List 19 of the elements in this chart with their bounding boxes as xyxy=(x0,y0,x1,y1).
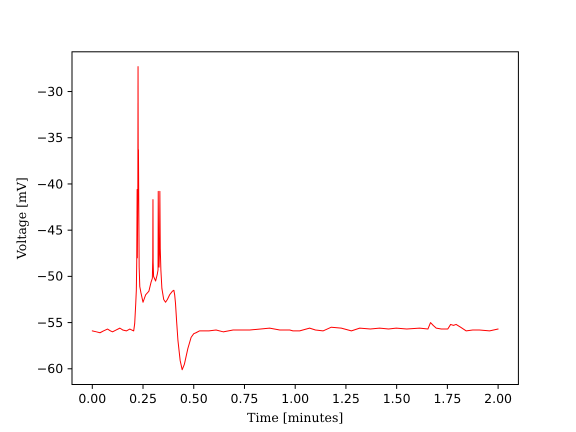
y-tick-label: −35 xyxy=(36,130,64,146)
line-series xyxy=(92,66,499,370)
y-tick-label: −55 xyxy=(36,314,64,330)
x-axis-title: Time [minutes] xyxy=(247,410,344,425)
y-tick-label: −30 xyxy=(36,84,64,99)
x-tick-label: 0.00 xyxy=(78,390,106,406)
x-tick-label: 1.50 xyxy=(382,390,411,406)
x-tick-label: 1.75 xyxy=(433,390,462,406)
y-tick-label: −50 xyxy=(36,268,64,284)
y-tick-label: −60 xyxy=(36,361,64,376)
x-tick-label: 0.50 xyxy=(180,390,208,406)
y-tick-label: −45 xyxy=(36,222,64,238)
x-tick-label: 1.00 xyxy=(281,390,310,406)
x-tick-label: 0.25 xyxy=(129,390,157,406)
x-tick-label: 0.75 xyxy=(230,390,258,406)
x-tick-label: 1.25 xyxy=(332,390,360,406)
y-axis-title: Voltage [mV] xyxy=(14,177,29,260)
y-tick-label: −40 xyxy=(36,176,64,192)
x-tick-label: 2.00 xyxy=(484,390,512,406)
